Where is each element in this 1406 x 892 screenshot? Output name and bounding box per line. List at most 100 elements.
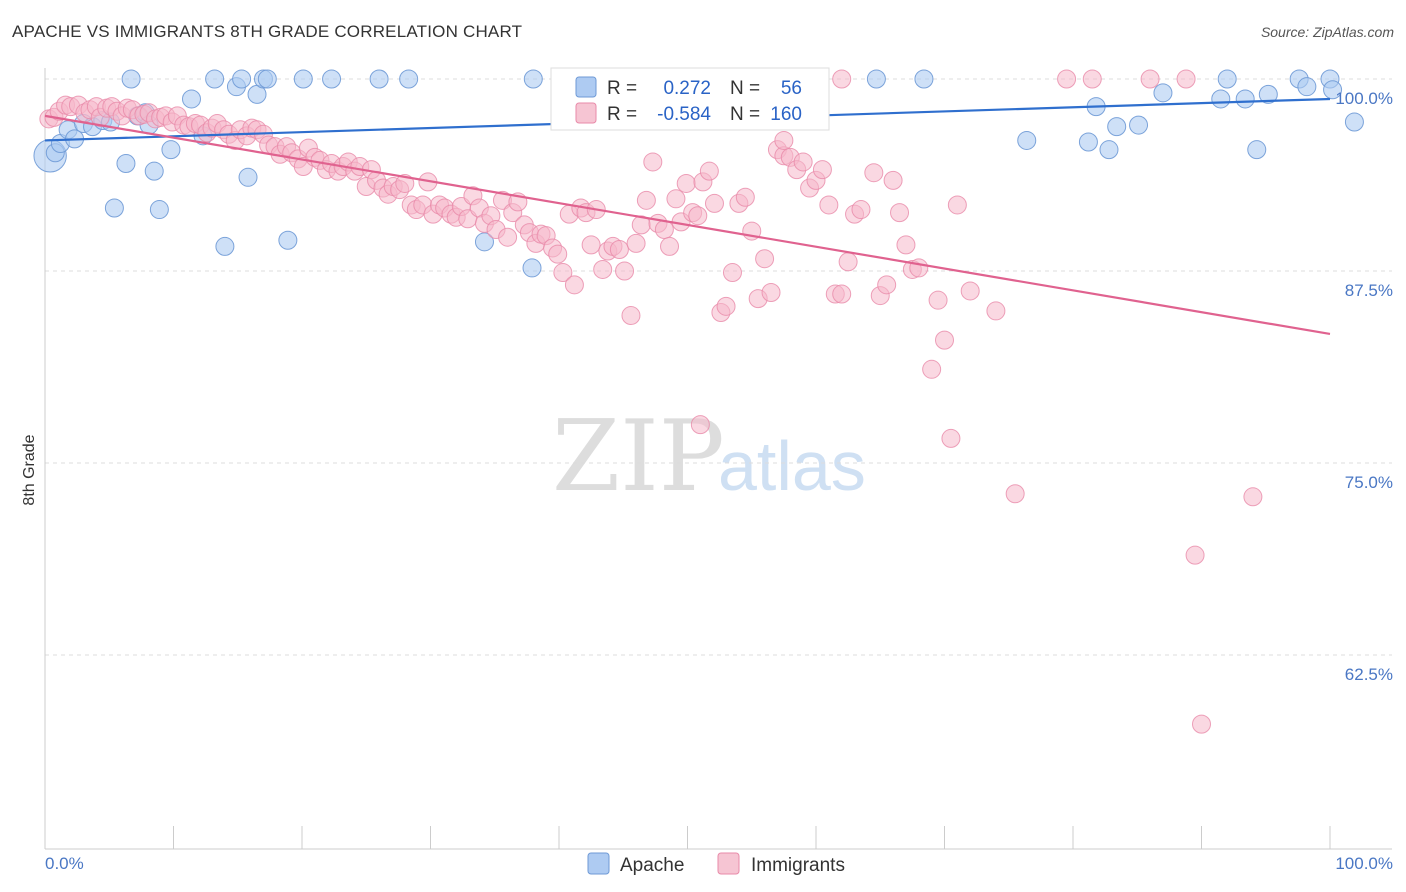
immigrants-point-160 (1140, 69, 1160, 89)
immigrants-point-96 (581, 235, 601, 255)
immigrants-point-110 (660, 236, 680, 256)
apache-point-27 (257, 69, 277, 89)
immigrants-point-106 (636, 190, 656, 210)
apache-point-42 (1078, 132, 1098, 152)
immigrants-point-104 (626, 233, 646, 253)
immigrants-point-135 (812, 160, 832, 180)
apache-point-9 (104, 198, 124, 218)
immigrants-point-166 (832, 69, 852, 89)
apache-point-50 (1235, 89, 1255, 109)
apache-point-56 (1323, 80, 1343, 100)
apache-point-31 (369, 69, 389, 89)
apache-point-41 (1017, 130, 1037, 150)
immigrants-point-120 (716, 296, 736, 316)
immigrants-point-146 (890, 203, 910, 223)
apache-point-47 (1153, 83, 1173, 103)
apache-point-52 (1258, 84, 1278, 104)
bottom-legend-swatch-apache (587, 852, 610, 875)
legend-n-value-apache: 56 (781, 78, 802, 99)
apache-point-32 (399, 69, 419, 89)
immigrants-point-127 (761, 283, 781, 303)
immigrants-point-149 (909, 258, 929, 278)
apache-point-28 (278, 230, 298, 250)
immigrants-point-142 (864, 163, 884, 183)
immigrants-point-163 (1192, 714, 1211, 734)
x-tick-label-0: 0.0% (45, 854, 84, 873)
y-axis-label: 8th Grade (21, 434, 38, 505)
watermark: ZIP atlas (552, 400, 866, 514)
immigrants-point-115 (688, 206, 708, 226)
immigrants-point-158 (1057, 69, 1077, 89)
immigrants-point-144 (877, 275, 897, 295)
immigrants-point-123 (735, 187, 755, 207)
immigrants-point-157 (1005, 484, 1025, 504)
apache-point-44 (1099, 140, 1119, 160)
immigrants-point-150 (922, 359, 942, 379)
immigrants-point-165 (690, 415, 710, 435)
apache-point-10 (116, 153, 136, 173)
apache-point-21 (215, 236, 235, 256)
immigrants-point-152 (935, 330, 954, 350)
apache-point-49 (1217, 69, 1237, 89)
legend-r-label-immigrants: R = (607, 104, 637, 125)
immigrants-point-107 (643, 152, 663, 172)
chart-title: APACHE VS IMMIGRANTS 8TH GRADE CORRELATI… (12, 22, 523, 41)
tick-labels: 100.0% 87.5% 75.0% 62.5% 0.0% 100.0% (45, 89, 1393, 873)
immigrants-point-161 (1176, 69, 1196, 89)
immigrants-trend-line (44, 114, 1331, 336)
apache-point-17 (161, 140, 181, 160)
apache-point-30 (322, 69, 342, 89)
immigrants-point-151 (928, 290, 948, 310)
apache-point-35 (523, 69, 543, 89)
immigrants-point-101 (609, 239, 629, 259)
immigrants-point-117 (699, 161, 719, 181)
immigrants-point-147 (896, 235, 916, 255)
source-credit: Source: ZipAtlas.com (1260, 24, 1394, 40)
immigrants-point-136 (819, 195, 839, 215)
apache-point-23 (232, 69, 252, 89)
immigrants-point-81 (498, 227, 518, 247)
apache-point-29 (293, 69, 313, 89)
apache-point-57 (1344, 112, 1364, 132)
grid-lines (45, 78, 1392, 656)
immigrants-point-111 (666, 189, 686, 209)
immigrants-point-138 (832, 284, 852, 304)
immigrants-point-154 (947, 195, 967, 215)
apache-point-11 (121, 69, 141, 89)
legend-swatch-immigrants (575, 102, 597, 124)
apache-point-39 (866, 69, 886, 89)
immigrants-point-93 (564, 275, 584, 295)
immigrants-point-139 (838, 252, 858, 272)
bottom-legend-swatch-immigrants (717, 852, 740, 875)
immigrants-point-126 (755, 249, 775, 269)
y-tick-label-3: 62.5% (1345, 665, 1393, 684)
immigrants-point-102 (615, 261, 635, 281)
legend: R = 0.272 N = 56 R = -0.584 N = 160 (550, 67, 830, 131)
immigrants-point-145 (883, 170, 903, 190)
immigrants-point-153 (941, 428, 961, 448)
legend-r-label-apache: R = (607, 78, 637, 99)
apache-point-34 (522, 258, 542, 278)
immigrants-point-164 (1243, 487, 1263, 507)
immigrants-point-113 (676, 173, 696, 193)
legend-swatch-apache (575, 76, 597, 98)
immigrants-point-91 (553, 263, 573, 283)
apache-point-15 (144, 161, 164, 181)
apache-point-16 (149, 200, 169, 220)
legend-box (550, 67, 830, 131)
bottom-legend: Apache Immigrants (587, 852, 845, 876)
apache-point-46 (1129, 115, 1149, 135)
legend-n-label-immigrants: N = (730, 104, 760, 125)
immigrants-point-63 (395, 173, 415, 193)
immigrants-point-159 (1082, 69, 1102, 89)
immigrants-point-155 (960, 281, 980, 301)
bottom-legend-apache: Apache (620, 855, 684, 876)
apache-point-51 (1247, 140, 1267, 160)
y-tick-label-1: 87.5% (1345, 281, 1393, 300)
x-tick-label-1: 100.0% (1335, 854, 1393, 873)
watermark-atlas: atlas (718, 427, 866, 505)
immigrants-point-118 (704, 193, 724, 213)
immigrants-point-103 (621, 306, 641, 326)
apache-point-48 (1211, 89, 1231, 109)
